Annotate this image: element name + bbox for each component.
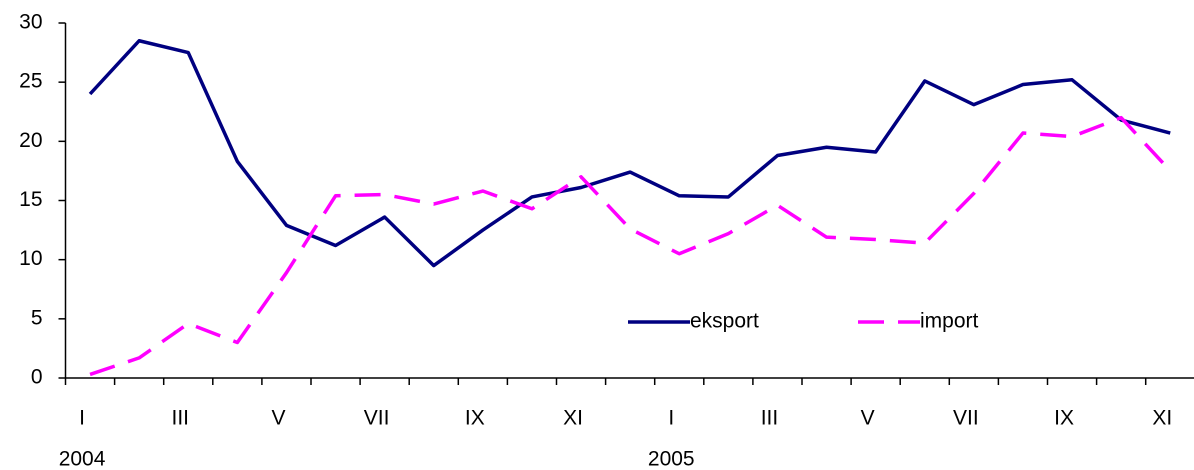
legend-label: eksport <box>690 310 759 333</box>
x-tick-label: VII <box>953 407 979 430</box>
x-tick-label: III <box>761 407 779 430</box>
year-label: 2005 <box>648 448 695 470</box>
y-tick-label: 10 <box>19 247 42 270</box>
x-tick-label: III <box>171 407 189 430</box>
y-tick-label: 15 <box>19 188 42 211</box>
series-line <box>89 115 1172 377</box>
x-tick-label: VII <box>364 407 390 430</box>
y-tick-label: 20 <box>19 129 42 152</box>
x-tick-label: IX <box>465 407 485 430</box>
y-tick-label: 25 <box>19 70 42 93</box>
x-tick-label: XI <box>563 407 583 430</box>
x-tick-label: V <box>861 407 875 430</box>
x-tick-label: XI <box>1152 407 1172 430</box>
x-tick-label: V <box>271 407 285 430</box>
legend-label: import <box>920 310 979 333</box>
x-tick-label: IX <box>1054 407 1074 430</box>
series-line <box>88 39 1171 268</box>
y-tick-label: 5 <box>31 306 43 329</box>
year-label: 2004 <box>59 448 106 470</box>
x-tick-label: I <box>79 407 85 430</box>
x-tick-label: I <box>668 407 674 430</box>
y-tick-label: 0 <box>31 366 43 389</box>
y-tick-label: 30 <box>19 11 42 34</box>
